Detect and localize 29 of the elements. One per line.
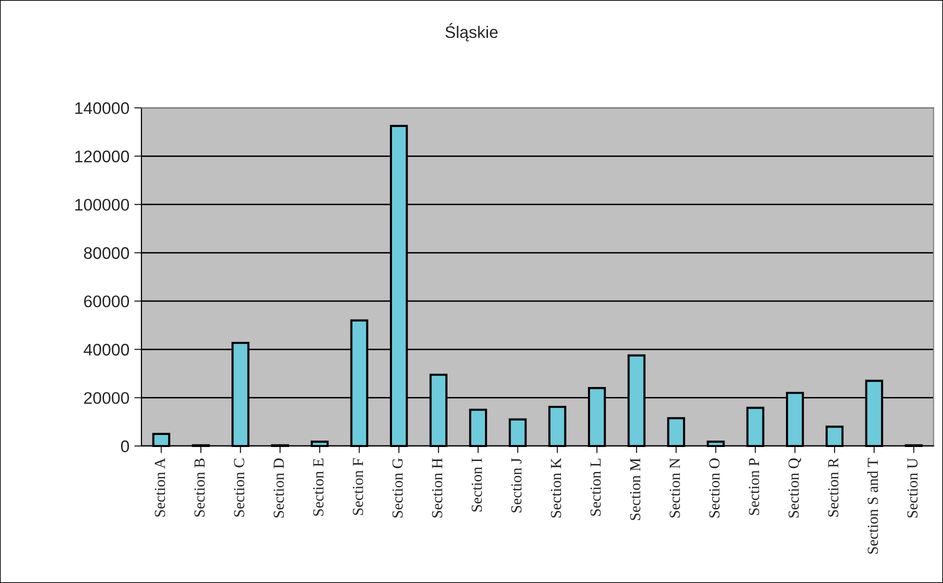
x-tick-label: Section H	[432, 458, 442, 518]
x-tick-label: Section B	[194, 458, 205, 517]
y-tick-label: 60000	[84, 295, 129, 308]
x-tick-label: Section K	[550, 458, 562, 518]
x-tick-label: Section O	[709, 458, 720, 518]
x-tick-label: Section A	[154, 458, 166, 517]
x-tick-label: Section I	[472, 458, 482, 512]
x-tick-label: Section N	[670, 458, 680, 518]
x-tick-label: Section M	[630, 458, 640, 520]
y-tick-label: 80000	[84, 247, 129, 259]
x-tick-label: Section J	[511, 458, 522, 512]
x-tick-label: Section R	[828, 458, 838, 517]
x-tick-label: Section Q	[788, 458, 802, 518]
x-tick-label: Section U	[907, 458, 918, 518]
x-tick-label: Section P	[748, 458, 760, 515]
y-tick-label: 100000	[75, 198, 129, 211]
x-tick-label: Section E	[313, 458, 324, 516]
y-tick-label: 120000	[75, 150, 129, 162]
x-tick-label: Section G	[392, 458, 403, 518]
y-tick-label: 20000	[84, 392, 129, 404]
x-tick-label: Section C	[234, 458, 244, 517]
x-tick-label: Section F	[352, 458, 364, 515]
y-tick-label: 0	[121, 440, 129, 452]
x-tick-label: Section S and T	[867, 458, 878, 554]
y-tick-label: 140000	[75, 102, 129, 114]
x-tick-label: Section L	[590, 458, 601, 516]
y-tick-label: 40000	[84, 344, 129, 356]
x-tick-label: Section D	[274, 458, 284, 518]
chart-title: Śląskie	[445, 22, 498, 42]
